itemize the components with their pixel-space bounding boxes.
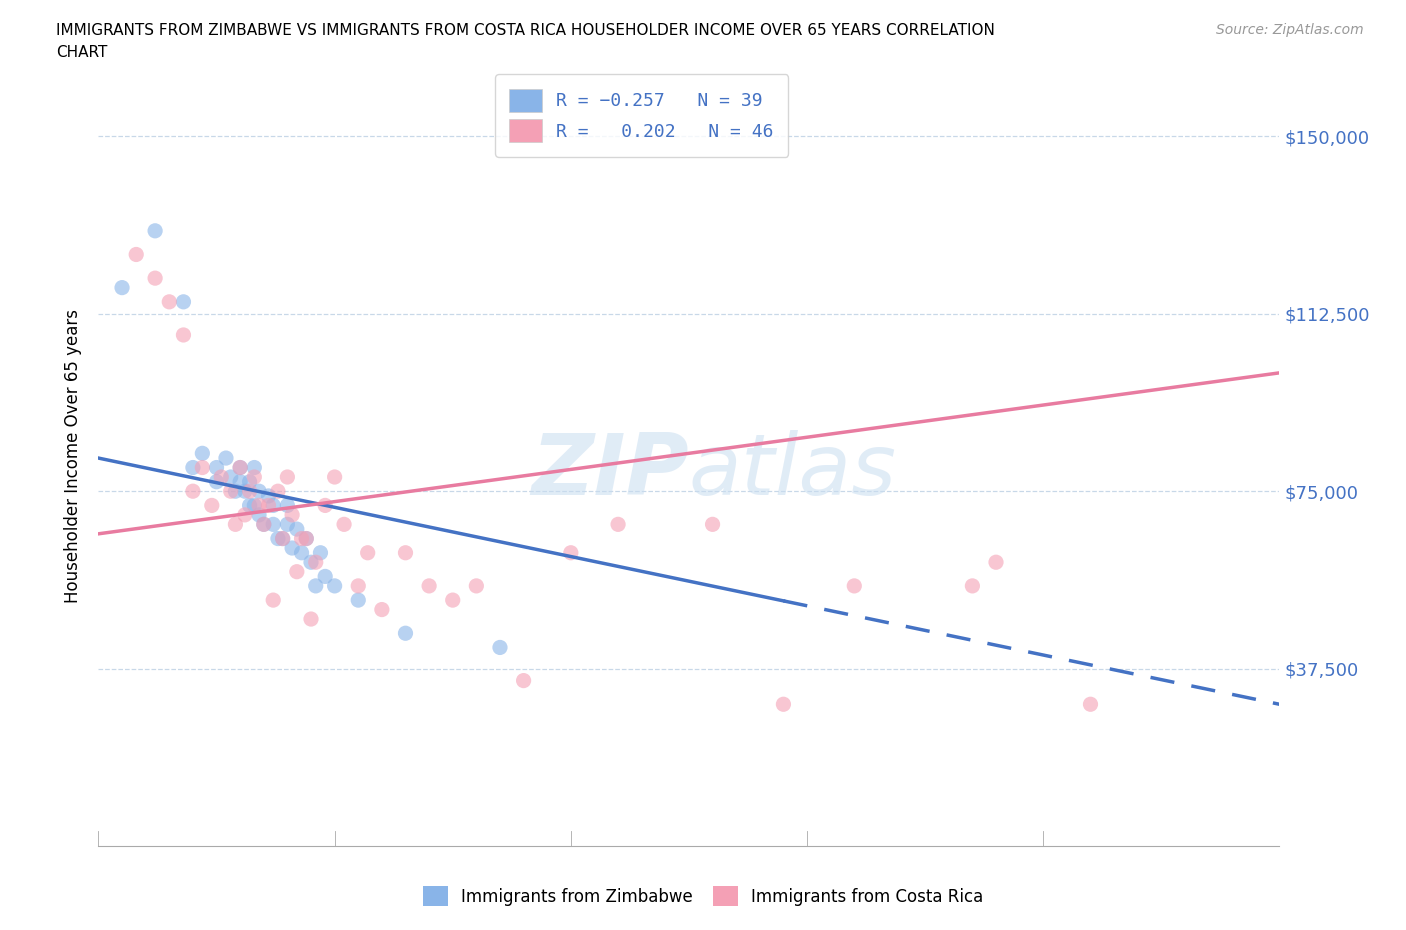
Point xyxy=(239,498,262,512)
Point xyxy=(143,223,166,238)
Point xyxy=(205,474,228,489)
Point xyxy=(181,460,204,475)
Point xyxy=(247,484,270,498)
Point xyxy=(305,555,328,570)
Point xyxy=(844,578,866,593)
Point xyxy=(262,592,284,607)
Point xyxy=(333,517,356,532)
Point xyxy=(172,327,194,342)
Point xyxy=(233,484,256,498)
Point xyxy=(262,498,284,512)
Point xyxy=(229,460,252,475)
Point xyxy=(267,484,290,498)
Legend: Immigrants from Zimbabwe, Immigrants from Costa Rica: Immigrants from Zimbabwe, Immigrants fro… xyxy=(416,880,990,912)
Point xyxy=(281,540,304,555)
Point xyxy=(191,445,214,460)
Point xyxy=(441,592,464,607)
Point xyxy=(271,531,294,546)
Text: atlas: atlas xyxy=(689,430,897,512)
Point xyxy=(224,484,246,498)
Point xyxy=(290,531,312,546)
Point xyxy=(607,517,630,532)
Point xyxy=(276,470,298,485)
Point xyxy=(702,517,724,532)
Point xyxy=(233,508,256,523)
Point xyxy=(191,460,214,475)
Point xyxy=(229,460,252,475)
Point xyxy=(323,578,346,593)
Point xyxy=(281,508,304,523)
Legend: R = −0.257   N = 39, R =   0.202   N = 46: R = −0.257 N = 39, R = 0.202 N = 46 xyxy=(495,74,789,156)
Point xyxy=(243,460,266,475)
Point xyxy=(157,295,180,310)
Text: IMMIGRANTS FROM ZIMBABWE VS IMMIGRANTS FROM COSTA RICA HOUSEHOLDER INCOME OVER 6: IMMIGRANTS FROM ZIMBABWE VS IMMIGRANTS F… xyxy=(56,23,995,38)
Point xyxy=(314,569,336,584)
Point xyxy=(267,531,290,546)
Point xyxy=(323,470,346,485)
Point xyxy=(347,592,370,607)
Point xyxy=(229,474,252,489)
Point xyxy=(512,673,534,688)
Text: Source: ZipAtlas.com: Source: ZipAtlas.com xyxy=(1216,23,1364,37)
Point xyxy=(299,612,322,627)
Point xyxy=(295,531,318,546)
Point xyxy=(357,545,380,560)
Point xyxy=(271,531,294,546)
Point xyxy=(172,295,194,310)
Point xyxy=(205,460,228,475)
Point xyxy=(285,565,308,579)
Point xyxy=(314,498,336,512)
Point xyxy=(257,498,280,512)
Point xyxy=(215,451,238,466)
Point xyxy=(299,555,322,570)
Point xyxy=(394,626,416,641)
Point xyxy=(962,578,984,593)
Point xyxy=(247,498,270,512)
Point xyxy=(143,271,166,286)
Point xyxy=(1080,697,1102,711)
Point xyxy=(309,545,332,560)
Point xyxy=(253,517,276,532)
Point xyxy=(125,247,148,262)
Point xyxy=(347,578,370,593)
Point xyxy=(243,498,266,512)
Point xyxy=(209,470,232,485)
Point xyxy=(253,517,276,532)
Point xyxy=(243,470,266,485)
Point xyxy=(247,508,270,523)
Point xyxy=(394,545,416,560)
Point xyxy=(418,578,440,593)
Point xyxy=(257,488,280,503)
Point xyxy=(201,498,224,512)
Point xyxy=(465,578,488,593)
Point xyxy=(276,498,298,512)
Point xyxy=(489,640,512,655)
Point xyxy=(219,470,242,485)
Point xyxy=(290,545,312,560)
Point xyxy=(285,522,308,537)
Point xyxy=(772,697,794,711)
Point xyxy=(219,484,242,498)
Point xyxy=(262,517,284,532)
Point xyxy=(111,280,134,295)
Point xyxy=(560,545,582,560)
Point xyxy=(305,578,328,593)
Point xyxy=(371,602,394,617)
Point xyxy=(984,555,1007,570)
Point xyxy=(295,531,318,546)
Text: ZIP: ZIP xyxy=(531,430,689,512)
Point xyxy=(276,517,298,532)
Point xyxy=(224,517,246,532)
Point xyxy=(239,474,262,489)
Y-axis label: Householder Income Over 65 years: Householder Income Over 65 years xyxy=(65,309,83,603)
Point xyxy=(181,484,204,498)
Point xyxy=(239,484,262,498)
Text: CHART: CHART xyxy=(56,45,108,60)
